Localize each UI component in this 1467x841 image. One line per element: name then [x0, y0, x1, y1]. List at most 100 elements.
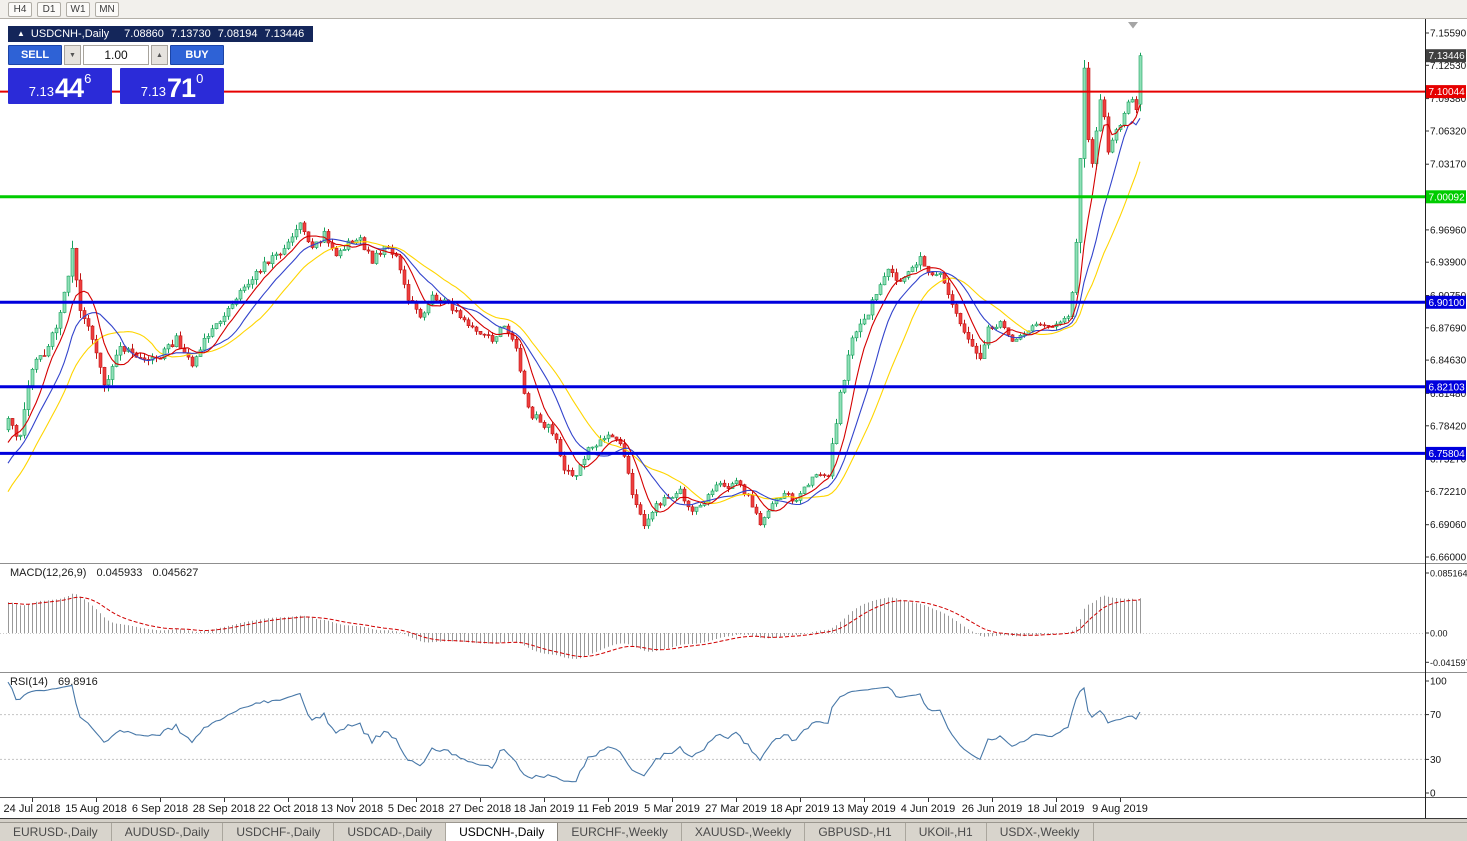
sell-price-prefix: 7.13: [28, 84, 55, 99]
timeframe-button-h4[interactable]: H4: [8, 1, 32, 17]
rsi-line: [0, 681, 1425, 783]
volume-input[interactable]: [83, 45, 149, 65]
rsi-value: 69.8916: [57, 676, 98, 688]
svg-text:28 Sep 2018: 28 Sep 2018: [193, 803, 255, 815]
svg-text:6.75270: 6.75270: [1430, 455, 1467, 466]
quote-low: 7.08194: [217, 28, 258, 40]
svg-text:7.03170: 7.03170: [1430, 160, 1467, 171]
buy-trade-button[interactable]: BUY: [170, 45, 224, 65]
svg-text:9 Aug 2019: 9 Aug 2019: [1092, 803, 1148, 815]
svg-text:6.87690: 6.87690: [1430, 323, 1467, 334]
svg-text:6.84630: 6.84630: [1430, 356, 1467, 367]
svg-text:7.12530: 7.12530: [1430, 61, 1467, 72]
chart-tab-xauusd-weekly[interactable]: XAUUSD-,Weekly: [682, 823, 806, 841]
macd-indicator-label: MACD(12,26,9) 0.045933 0.045627: [10, 567, 205, 579]
buy-price-display[interactable]: 7.13 71 0: [120, 68, 224, 104]
svg-text:6.75804: 6.75804: [1429, 449, 1466, 460]
svg-text:7.06320: 7.06320: [1430, 127, 1467, 138]
chart-tab-usdcad-daily[interactable]: USDCAD-,Daily: [334, 823, 447, 841]
timeframe-button-d1[interactable]: D1: [37, 1, 61, 17]
svg-text:13 Nov 2018: 13 Nov 2018: [321, 803, 383, 815]
quote-open: 7.08860: [124, 28, 164, 40]
svg-text:18 Jul 2019: 18 Jul 2019: [1028, 803, 1085, 815]
svg-text:30: 30: [1430, 755, 1442, 766]
svg-text:6.81480: 6.81480: [1430, 389, 1467, 400]
chart-tab-usdx-weekly[interactable]: USDX-,Weekly: [987, 823, 1094, 841]
svg-text:24 Jul 2018: 24 Jul 2018: [4, 803, 61, 815]
svg-text:6.82103: 6.82103: [1429, 382, 1466, 393]
svg-text:0.00: 0.00: [1430, 629, 1448, 639]
sell-price-point: 6: [84, 71, 92, 86]
svg-text:27 Dec 2018: 27 Dec 2018: [449, 803, 511, 815]
svg-text:6.93900: 6.93900: [1430, 258, 1467, 269]
chart-tabs-bar: EURUSD-,Daily AUDUSD-,Daily USDCHF-,Daily U…: [0, 822, 1467, 841]
svg-text:-0.041597: -0.041597: [1430, 658, 1467, 668]
chart-symbol-title: USDCNH-,Daily: [30, 28, 110, 40]
chart-window-icon: ▲: [17, 29, 25, 38]
svg-text:18 Apr 2019: 18 Apr 2019: [770, 803, 829, 815]
svg-text:7.09380: 7.09380: [1430, 94, 1467, 105]
chart-tab-ukoil-h1[interactable]: UKOil-,H1: [906, 823, 987, 841]
chart-shift-marker-icon[interactable]: [1128, 22, 1138, 29]
buy-price-pips: 71: [167, 73, 196, 104]
volume-decrease-button[interactable]: ▼: [64, 45, 81, 65]
svg-text:22 Oct 2018: 22 Oct 2018: [258, 803, 318, 815]
svg-text:5 Mar 2019: 5 Mar 2019: [644, 803, 700, 815]
svg-text:6 Sep 2018: 6 Sep 2018: [132, 803, 188, 815]
svg-text:6.90100: 6.90100: [1429, 298, 1466, 309]
svg-text:7.13446: 7.13446: [1429, 51, 1466, 62]
svg-text:6.72210: 6.72210: [1430, 487, 1467, 498]
svg-text:6.69060: 6.69060: [1430, 520, 1467, 531]
svg-text:7.10044: 7.10044: [1429, 87, 1466, 98]
chart-tab-usdcnh-daily[interactable]: USDCNH-,Daily: [446, 823, 559, 841]
rsi-indicator-label: RSI(14) 69.8916: [10, 676, 105, 688]
chart-tab-eurchf-weekly[interactable]: EURCHF-,Weekly: [558, 823, 682, 841]
svg-text:0.085164: 0.085164: [1430, 569, 1467, 579]
time-axis[interactable]: 24 Jul 2018 15 Aug 2018 6 Sep 2018 28 Sep 2…: [4, 798, 1148, 815]
timeframe-toolbar: H4 D1 W1 MN: [0, 0, 1467, 19]
chart-tab-audusd-daily[interactable]: AUDUSD-,Daily: [112, 823, 224, 841]
price-chart-canvas[interactable]: 7.15590 7.12530 7.09380 7.06320 7.03170 6.969…: [0, 19, 1467, 819]
macd-value: 0.045933: [96, 567, 143, 579]
moving-average-lines: [7, 104, 1141, 513]
trade-controls-row: SELL ▼ ▲ BUY: [8, 45, 224, 65]
price-axis[interactable]: 7.15590 7.12530 7.09380 7.06320 7.03170 6.969…: [1425, 29, 1467, 564]
svg-text:5 Dec 2018: 5 Dec 2018: [388, 803, 444, 815]
svg-text:7.15590: 7.15590: [1430, 29, 1467, 40]
sell-price-pips: 44: [55, 73, 84, 104]
svg-text:27 Mar 2019: 27 Mar 2019: [705, 803, 767, 815]
svg-text:100: 100: [1430, 677, 1447, 688]
volume-increase-button[interactable]: ▲: [151, 45, 168, 65]
chart-title-bar: ▲ USDCNH-,Daily 7.08860 7.13730 7.08194 …: [8, 26, 314, 42]
candlesticks: [6, 52, 1143, 529]
timeframe-button-w1[interactable]: W1: [66, 1, 90, 17]
svg-text:11 Feb 2019: 11 Feb 2019: [578, 803, 639, 815]
macd-signal-value: 0.045627: [152, 567, 199, 579]
buy-price-prefix: 7.13: [140, 84, 167, 99]
svg-text:4 Jun 2019: 4 Jun 2019: [901, 803, 955, 815]
svg-text:26 Jun 2019: 26 Jun 2019: [962, 803, 1023, 815]
svg-text:7.00092: 7.00092: [1429, 192, 1466, 203]
svg-text:13 May 2019: 13 May 2019: [832, 803, 896, 815]
svg-text:70: 70: [1430, 710, 1442, 721]
chart-tab-usdchf-daily[interactable]: USDCHF-,Daily: [223, 823, 335, 841]
trade-prices-row: 7.13 44 6 7.13 71 0: [8, 68, 224, 104]
buy-price-point: 0: [196, 71, 204, 86]
svg-text:6.96960: 6.96960: [1430, 225, 1467, 236]
chart-tab-gbpusd-h1[interactable]: GBPUSD-,H1: [805, 823, 906, 841]
macd-histogram: [0, 593, 1425, 659]
svg-text:18 Jan 2019: 18 Jan 2019: [514, 803, 575, 815]
sell-price-display[interactable]: 7.13 44 6: [8, 68, 112, 104]
chart-tab-eurusd-daily[interactable]: EURUSD-,Daily: [0, 823, 112, 841]
svg-text:6.66000: 6.66000: [1430, 553, 1467, 564]
horizontal-level-lines[interactable]: [0, 90, 1425, 455]
one-click-trading-panel: SELL ▼ ▲ BUY 7.13 44 6 7.13 71 0: [8, 45, 224, 104]
quote-high: 7.13730: [170, 28, 211, 40]
timeframe-button-mn[interactable]: MN: [95, 1, 119, 17]
rsi-label: RSI(14): [10, 676, 48, 688]
svg-text:6.78420: 6.78420: [1430, 421, 1467, 432]
pane-dividers[interactable]: [0, 19, 1467, 819]
svg-text:15 Aug 2018: 15 Aug 2018: [65, 803, 127, 815]
sell-trade-button[interactable]: SELL: [8, 45, 62, 65]
